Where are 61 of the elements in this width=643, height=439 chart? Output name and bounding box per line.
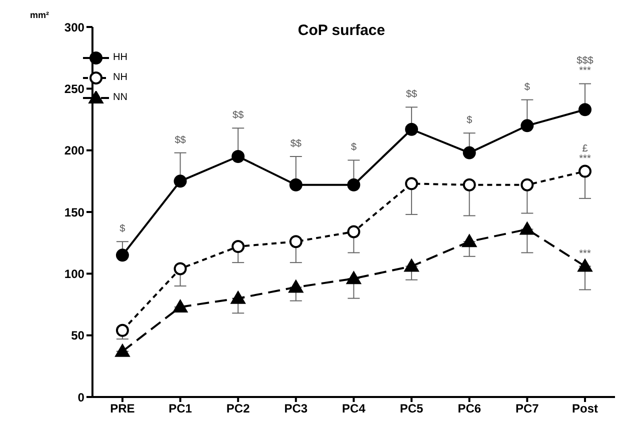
y-tick-label: 300 bbox=[64, 20, 85, 34]
point bbox=[520, 119, 534, 132]
point bbox=[578, 258, 592, 272]
point bbox=[174, 262, 187, 276]
legend-label: NN bbox=[113, 91, 128, 105]
point bbox=[405, 177, 418, 190]
point bbox=[347, 178, 360, 192]
chart-title: CoP surface bbox=[298, 22, 386, 39]
x-tick-label: PRE bbox=[110, 402, 135, 416]
point bbox=[578, 164, 592, 178]
point bbox=[288, 280, 304, 293]
x-tick-label: PC3 bbox=[284, 402, 308, 416]
annotation: $ bbox=[350, 142, 357, 154]
x-tick-label: PC7 bbox=[516, 402, 540, 416]
point bbox=[232, 240, 245, 254]
x-tick-label: PC4 bbox=[342, 402, 366, 416]
point bbox=[462, 234, 477, 248]
x-tick-label: PC6 bbox=[458, 402, 482, 416]
point bbox=[404, 258, 420, 272]
annotation: $ bbox=[524, 82, 530, 93]
point bbox=[174, 174, 187, 188]
annotation: $$ bbox=[232, 110, 244, 122]
annotation: $ bbox=[120, 224, 126, 235]
x-tick-label: Post bbox=[572, 402, 598, 416]
y-tick-label: 250 bbox=[64, 82, 85, 96]
annotation: $ bbox=[466, 115, 473, 126]
annotation: £ bbox=[582, 143, 588, 154]
point bbox=[116, 324, 129, 337]
annotation: $$ bbox=[174, 134, 186, 146]
y-tick-label: 100 bbox=[64, 266, 85, 281]
point bbox=[520, 178, 534, 192]
point bbox=[578, 103, 592, 116]
x-tick-label: PC5 bbox=[400, 402, 424, 416]
x-tick-label: PC2 bbox=[226, 402, 250, 416]
annotation: *** bbox=[579, 153, 591, 164]
y-tick-label: 50 bbox=[71, 328, 85, 343]
point bbox=[230, 290, 246, 304]
legend-label: NH bbox=[113, 71, 128, 85]
annotation: *** bbox=[579, 66, 591, 77]
point bbox=[114, 344, 130, 357]
point bbox=[172, 299, 188, 312]
point bbox=[347, 225, 360, 238]
point bbox=[462, 178, 476, 192]
annotation: $$$ bbox=[576, 56, 594, 67]
point bbox=[116, 248, 129, 262]
x-tick-label: PC1 bbox=[168, 402, 192, 416]
point bbox=[346, 271, 362, 284]
y-tick-label: 0 bbox=[78, 390, 85, 404]
annotation: $$ bbox=[290, 138, 302, 150]
point bbox=[289, 235, 302, 248]
y-tick-label: 150 bbox=[64, 205, 85, 220]
point bbox=[289, 178, 302, 192]
point bbox=[405, 122, 418, 136]
y-axis-title: mm² bbox=[30, 10, 50, 20]
legend-label: HH bbox=[113, 51, 128, 65]
y-tick-label: 200 bbox=[64, 144, 85, 158]
point bbox=[232, 150, 245, 163]
annotation: *** bbox=[579, 248, 591, 260]
point bbox=[520, 222, 535, 235]
annotation: $$ bbox=[406, 89, 418, 100]
point bbox=[462, 146, 476, 160]
